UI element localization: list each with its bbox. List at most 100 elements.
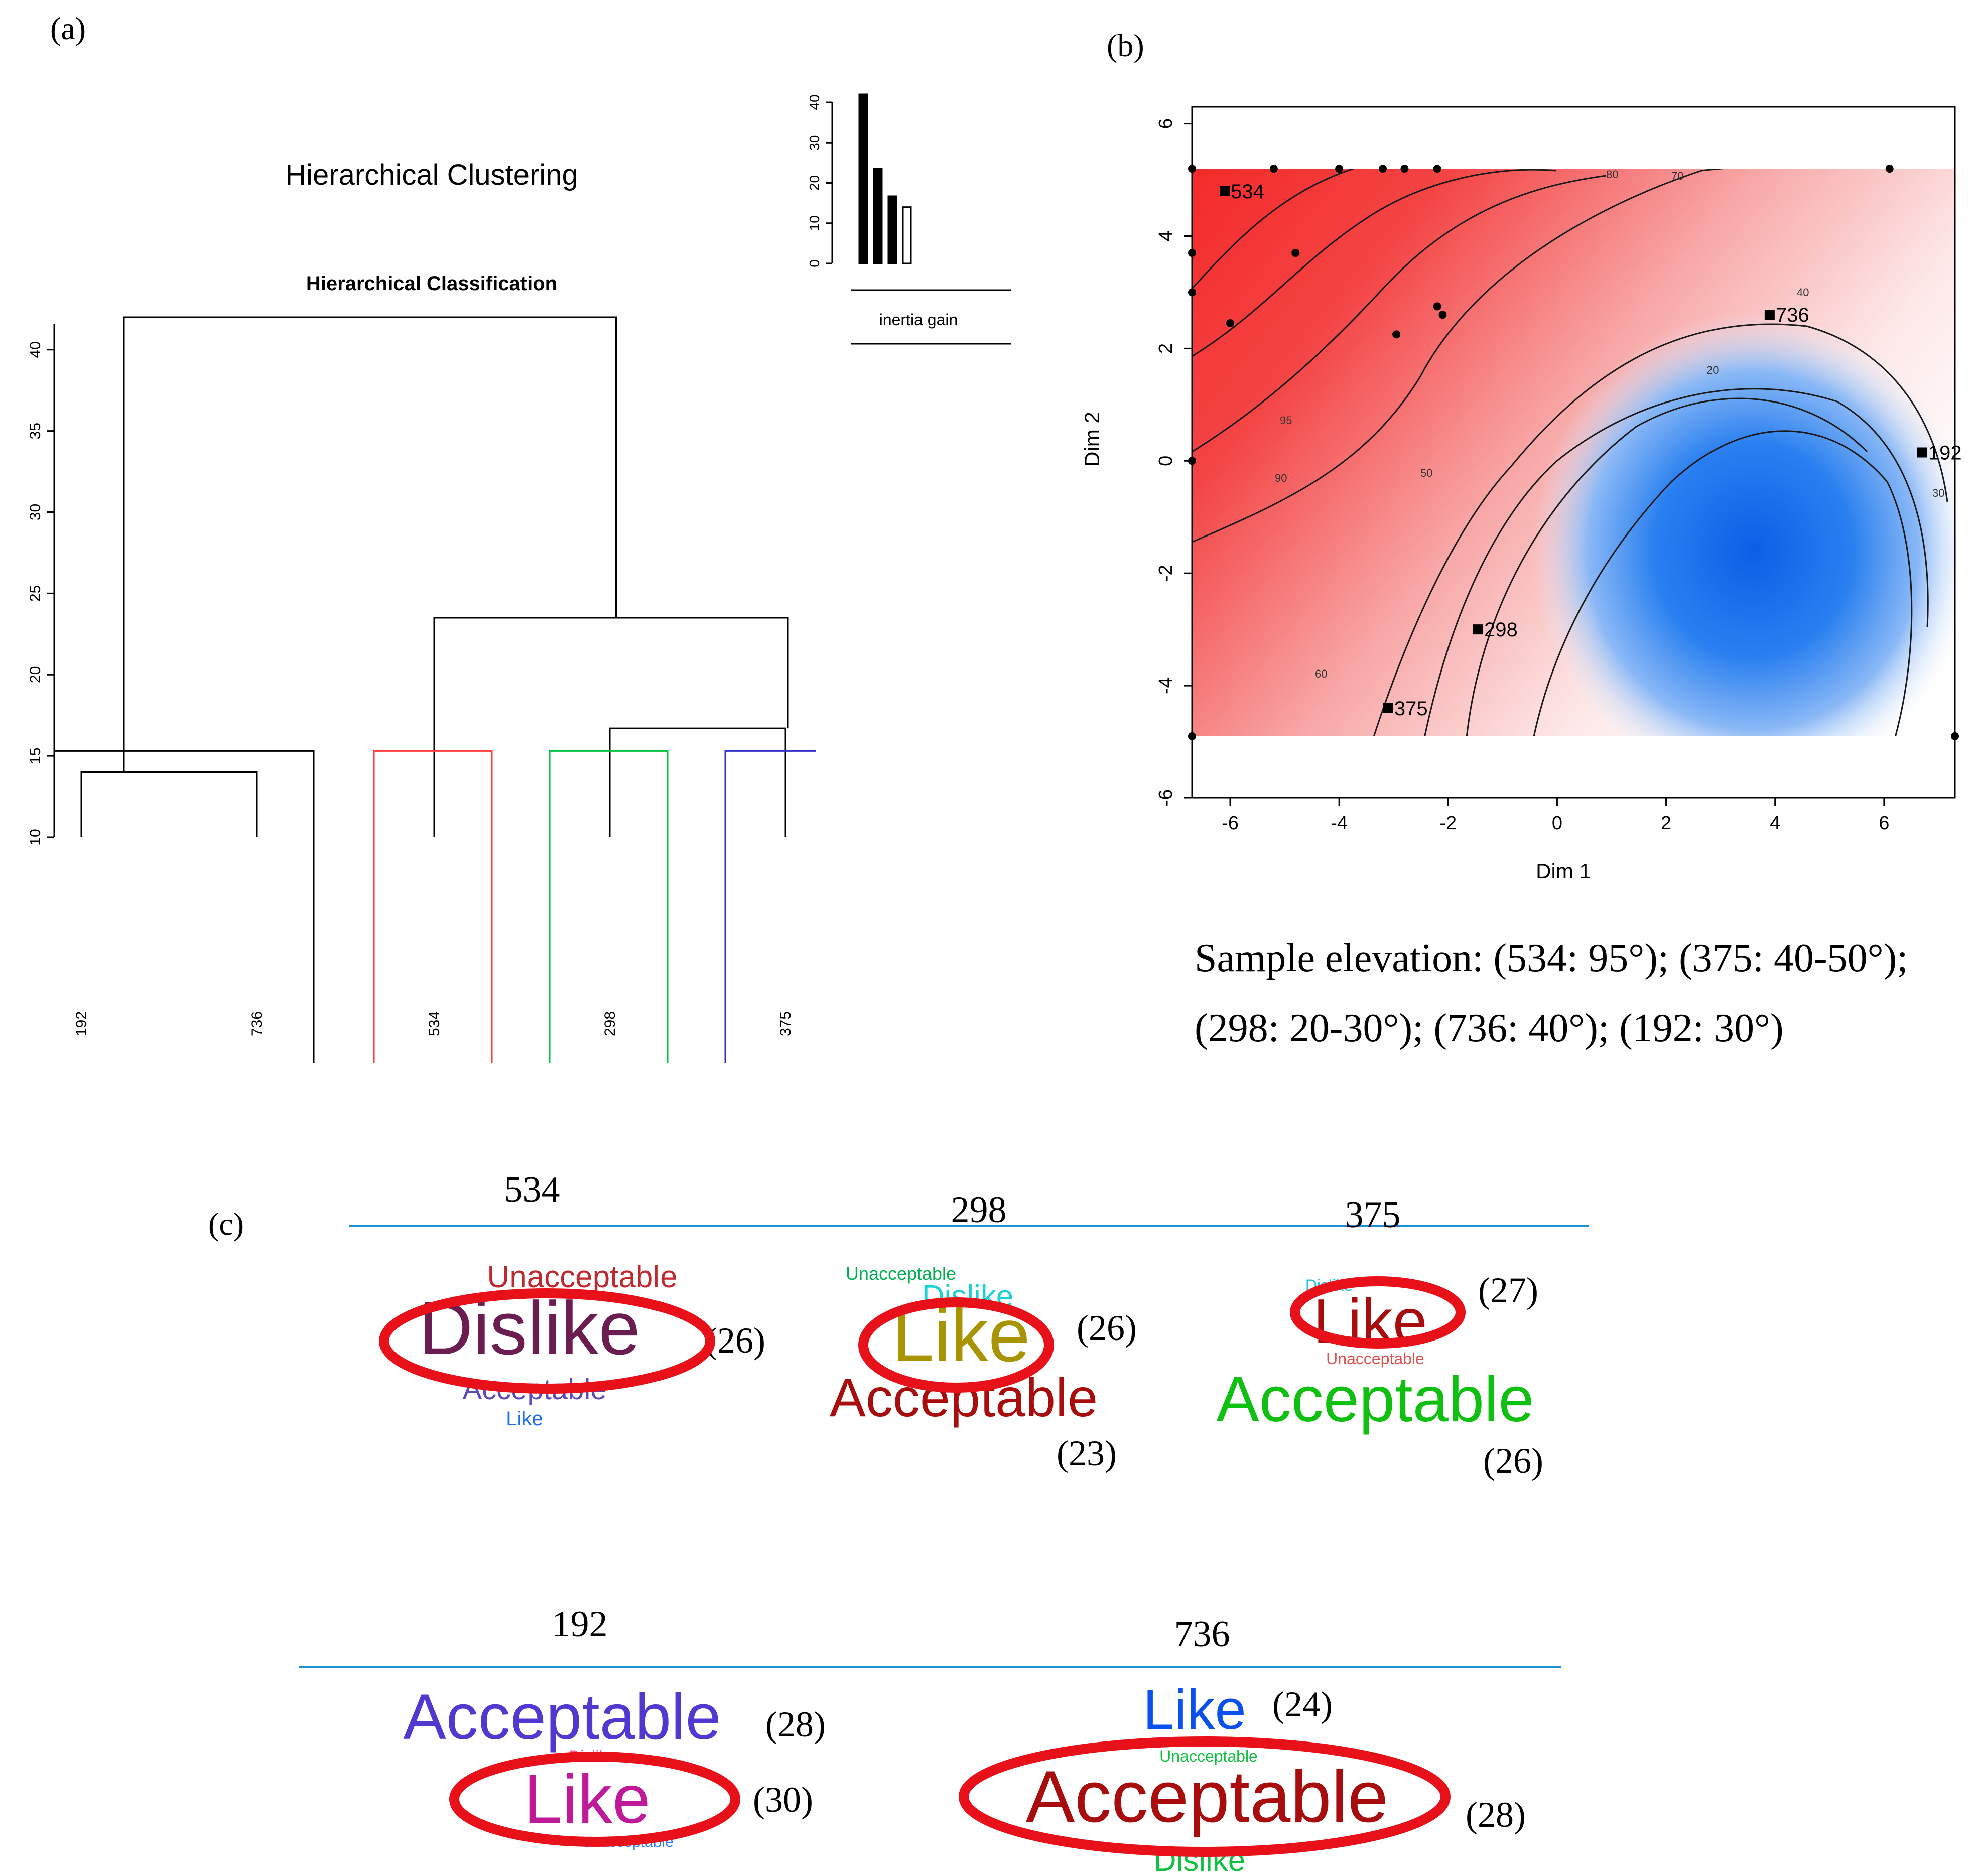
contour-x-tick-label: -6: [1222, 813, 1239, 834]
highlight-ellipse: [1290, 1276, 1466, 1349]
contour-y-tick-label: 6: [1155, 118, 1176, 129]
dendrogram-title: Hierarchical Clustering: [285, 159, 578, 191]
sample-marker: [1473, 624, 1483, 635]
contour-level-label: 60: [1315, 667, 1327, 680]
inertia-y-tick-label: 40: [807, 94, 822, 110]
word-cloud-count: (24): [1272, 1684, 1333, 1724]
contour-x-tick-label: -4: [1331, 813, 1348, 834]
contour-line: [1424, 388, 1929, 736]
inertia-gain-panel: inertia gain 0 10 20 30 40: [807, 93, 1011, 345]
contour-level-label: 50: [1420, 467, 1432, 479]
panel-label-b: (b): [1107, 28, 1144, 63]
panelist-point: [1291, 249, 1300, 257]
word-cloud-count: (26): [705, 1320, 765, 1361]
word-cloud-sample-title: 298: [951, 1189, 1007, 1231]
word-cloud-word: Acceptable: [1216, 1364, 1534, 1435]
inertia-y-tick-label: 0: [807, 259, 822, 267]
word-cloud-count: (28): [1466, 1795, 1526, 1835]
panelist-point: [1226, 319, 1234, 328]
contour-line: [1193, 169, 1356, 289]
contour-line: [1466, 397, 1868, 736]
panelist-point: [1433, 165, 1441, 173]
panelist-point: [1400, 165, 1409, 173]
inertia-bar: [902, 206, 912, 264]
contour-y-tick-label: 0: [1155, 456, 1176, 466]
dendrogram-y-tick-label: 20: [27, 666, 44, 683]
highlight-ellipse: [959, 1736, 1451, 1857]
contour-x-tick-label: 4: [1770, 813, 1780, 834]
dendrogram-y-tick-label: 35: [27, 423, 44, 439]
dendrogram-y-tick-label: 25: [27, 585, 44, 602]
highlight-ellipse: [449, 1752, 740, 1847]
sample-label: 192: [1928, 442, 1962, 464]
cluster-3-box: [549, 750, 669, 1063]
contour-blue-field: [1532, 312, 1954, 736]
dendrogram-panel: Hierarchical Clustering Hierarchical Cla…: [27, 159, 816, 1063]
contour-xlabel: Dim 1: [1536, 859, 1591, 883]
dendrogram-leaf-label: 534: [426, 1011, 443, 1036]
sample-label: 534: [1231, 181, 1264, 203]
contour-level-label: 90: [1275, 472, 1287, 484]
panel-label-a: (a): [50, 11, 86, 46]
contour-x-tick-label: 6: [1879, 813, 1889, 834]
word-cloud-sample-title: 736: [1174, 1614, 1230, 1655]
word-cloud-count: (30): [753, 1780, 813, 1820]
panelist-point: [1379, 165, 1387, 173]
contour-level-label: 70: [1671, 170, 1683, 182]
contour-y-tick-label: -6: [1155, 789, 1176, 807]
contour-level-label: 30: [1932, 487, 1944, 499]
cluster-2-box: [373, 750, 493, 1063]
dendrogram-y-tick-label: 10: [27, 829, 44, 845]
contour-level-label: 80: [1606, 168, 1618, 181]
contour-line: [1533, 430, 1913, 736]
dendrogram-leaf-label: 192: [73, 1011, 90, 1036]
panelist-point: [1188, 288, 1196, 297]
dendrogram-leaf-label: 736: [249, 1011, 266, 1036]
panelist-point: [1188, 457, 1196, 465]
word-cloud-panel: 534UnacceptableDislikeAcceptableLike(26)…: [299, 1169, 1589, 1876]
panelist-point: [1188, 165, 1196, 173]
panelist-point: [1188, 249, 1196, 257]
dendrogram-merge-192-736: [80, 771, 258, 837]
word-cloud-count: (26): [1483, 1441, 1543, 1481]
word-cloud-word: Like: [523, 1761, 650, 1838]
word-cloud-word: Unacceptable: [846, 1263, 956, 1284]
contour-level-label: 40: [1797, 286, 1809, 299]
contour-line: [1373, 323, 1948, 736]
contour-y-tick-label: 4: [1155, 231, 1176, 241]
panelist-point: [1433, 302, 1441, 311]
contour-x-tick-label: 0: [1552, 813, 1562, 834]
sample-label: 298: [1484, 619, 1518, 641]
cluster-4-box: [724, 750, 816, 1063]
word-cloud-sample-title: 375: [1345, 1194, 1401, 1236]
dendrogram-y-tick-label: 30: [27, 504, 44, 520]
elevation-note-line2: (298: 20-30°); (736: 40°); (192: 30°): [1195, 1006, 1784, 1050]
panelist-point: [1269, 165, 1278, 173]
panelist-point: [1951, 732, 1959, 740]
inertia-bar: [873, 168, 883, 264]
word-cloud-word: Acceptable: [1026, 1756, 1388, 1837]
cluster-1-box: [54, 750, 315, 1063]
dendrogram-merge-534: [433, 617, 789, 837]
dendrogram-merge-298-375: [609, 727, 786, 837]
word-cloud-word: Acceptable: [403, 1681, 721, 1753]
contour-y-tick-label: -2: [1155, 565, 1176, 582]
contour-y-tick-label: -4: [1155, 677, 1176, 694]
sample-marker: [1917, 447, 1927, 458]
inertia-y-tick-label: 30: [807, 135, 822, 151]
contour-x-tick-label: 2: [1661, 813, 1671, 834]
inertia-bar: [858, 93, 868, 264]
panelist-point: [1438, 311, 1447, 319]
panelist-point: [1335, 165, 1344, 173]
inertia-gain-label: inertia gain: [879, 311, 958, 329]
dendrogram-subtitle: Hierarchical Classification: [306, 273, 557, 295]
word-cloud-word: Like: [506, 1408, 543, 1430]
dendrogram-root-merge: [123, 316, 617, 772]
sample-marker: [1383, 703, 1393, 713]
word-cloud-sample-title: 534: [504, 1169, 560, 1211]
word-cloud-word: Unacceptable: [1326, 1350, 1424, 1368]
elevation-note-line1: Sample elevation: (534: 95°); (375: 40-5…: [1195, 936, 1908, 980]
sample-marker: [1764, 310, 1775, 320]
inertia-y-tick-label: 20: [807, 175, 822, 191]
word-cloud-word: Unacceptable: [487, 1260, 677, 1294]
